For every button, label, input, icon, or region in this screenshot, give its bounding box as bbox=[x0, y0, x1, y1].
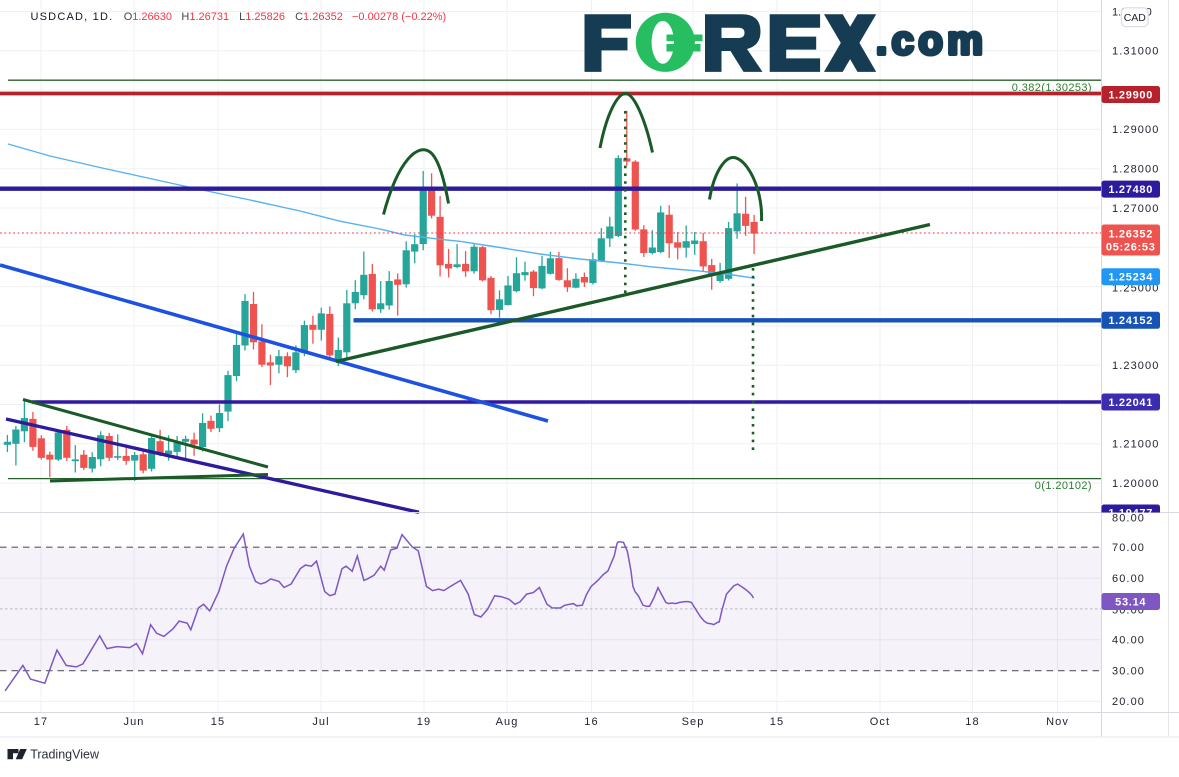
svg-text:19: 19 bbox=[417, 716, 431, 728]
svg-text:1.20000: 1.20000 bbox=[1112, 478, 1159, 490]
svg-text:16: 16 bbox=[584, 716, 598, 728]
svg-text:1.26352: 1.26352 bbox=[1108, 229, 1153, 241]
svg-text:30.00: 30.00 bbox=[1112, 666, 1145, 678]
svg-text:1.27000: 1.27000 bbox=[1112, 203, 1159, 215]
svg-text:1.22041: 1.22041 bbox=[1108, 397, 1153, 409]
svg-text:Jul: Jul bbox=[312, 716, 329, 728]
svg-text:0(1.20102): 0(1.20102) bbox=[1035, 480, 1092, 492]
svg-text:70.00: 70.00 bbox=[1112, 542, 1145, 554]
svg-text:.com: .com bbox=[876, 19, 987, 63]
svg-text:80.00: 80.00 bbox=[1112, 512, 1145, 524]
svg-text:TradingView: TradingView bbox=[30, 748, 100, 762]
svg-text:17: 17 bbox=[34, 716, 48, 728]
svg-text:40.00: 40.00 bbox=[1112, 635, 1145, 647]
svg-text:1.23000: 1.23000 bbox=[1112, 360, 1159, 372]
svg-text:0.382(1.30253): 0.382(1.30253) bbox=[1012, 82, 1092, 94]
svg-text:Jun: Jun bbox=[123, 716, 144, 728]
svg-text:18: 18 bbox=[965, 716, 979, 728]
svg-text:1.29900: 1.29900 bbox=[1108, 89, 1153, 101]
svg-text:15: 15 bbox=[211, 716, 225, 728]
svg-text:1.28000: 1.28000 bbox=[1112, 164, 1159, 176]
svg-text:USDCAD, 1D.: USDCAD, 1D. bbox=[31, 11, 114, 23]
svg-text:1.29000: 1.29000 bbox=[1112, 124, 1159, 136]
svg-text:1.24152: 1.24152 bbox=[1108, 315, 1153, 327]
svg-text:60.00: 60.00 bbox=[1112, 573, 1145, 585]
svg-text:1.25234: 1.25234 bbox=[1108, 272, 1153, 284]
svg-text:53.14: 53.14 bbox=[1115, 596, 1146, 608]
svg-text:15: 15 bbox=[770, 716, 784, 728]
svg-text:1.19477: 1.19477 bbox=[1108, 508, 1153, 520]
svg-text:Sep: Sep bbox=[682, 716, 705, 728]
svg-text:Aug: Aug bbox=[496, 716, 519, 728]
svg-text:1.27480: 1.27480 bbox=[1108, 184, 1153, 196]
svg-text:20.00: 20.00 bbox=[1112, 696, 1145, 708]
svg-text:Nov: Nov bbox=[1046, 716, 1069, 728]
svg-text:05:26:53: 05:26:53 bbox=[1106, 242, 1156, 254]
svg-text:Oct: Oct bbox=[870, 716, 890, 728]
svg-text:1.25000: 1.25000 bbox=[1112, 282, 1159, 294]
svg-text:1.31000: 1.31000 bbox=[1112, 46, 1159, 58]
svg-text:1.21000: 1.21000 bbox=[1112, 439, 1159, 451]
svg-text:CAD: CAD bbox=[1124, 12, 1147, 24]
